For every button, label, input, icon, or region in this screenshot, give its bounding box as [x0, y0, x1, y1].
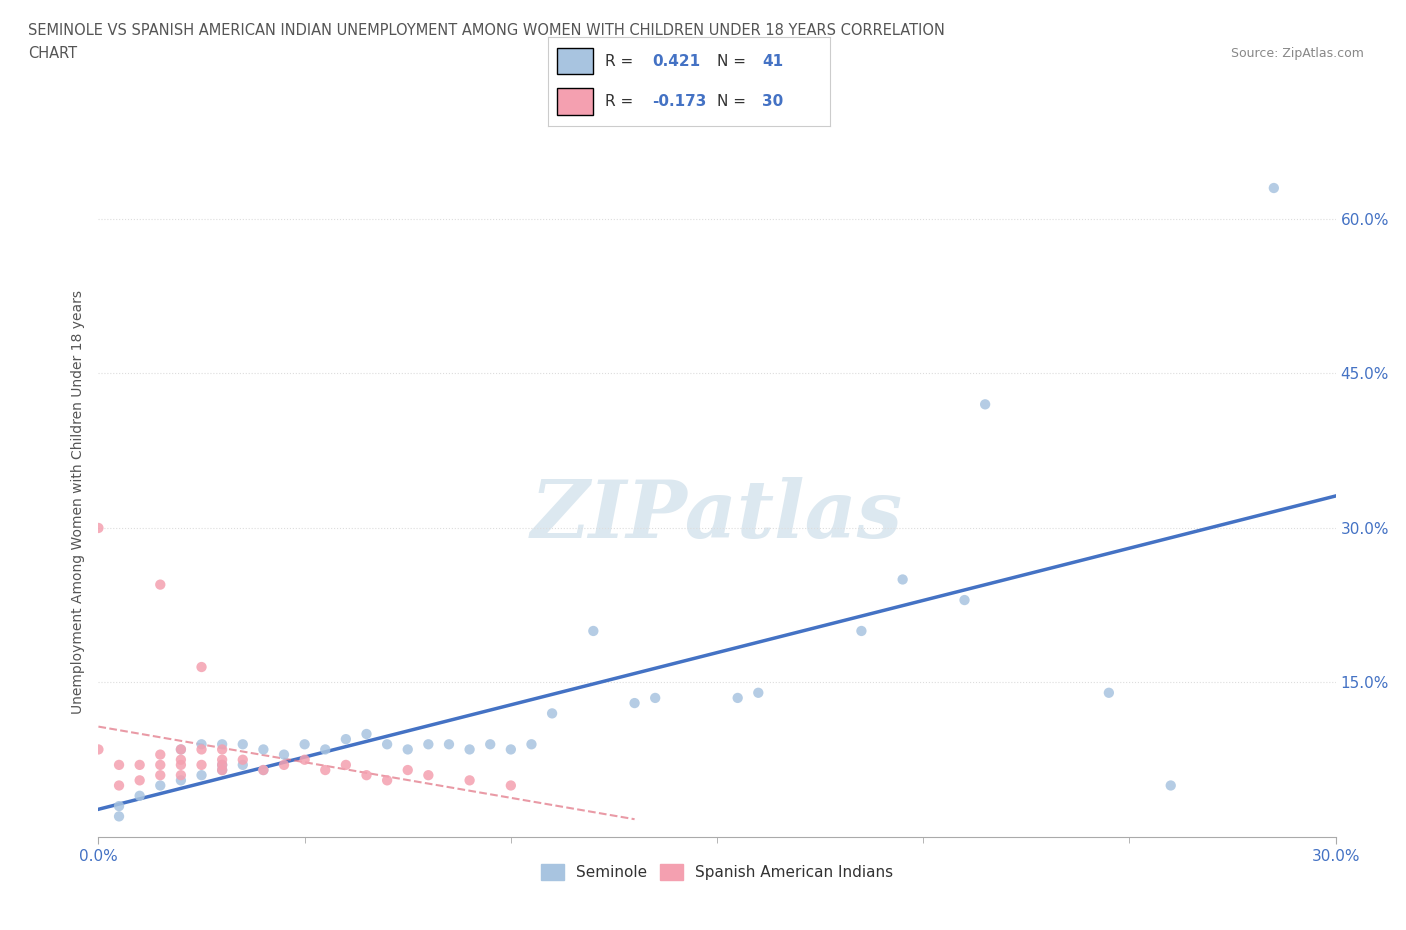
Point [149, 578, 172, 592]
Point [252, 742, 274, 757]
Point [356, 768, 378, 783]
Point [211, 752, 233, 767]
Text: 41: 41 [762, 54, 783, 69]
Point [170, 768, 193, 783]
Text: N =: N = [717, 94, 747, 109]
Point [335, 732, 357, 747]
Point [170, 742, 193, 757]
Point [232, 757, 254, 772]
Point [582, 623, 605, 638]
Text: 30: 30 [762, 94, 783, 109]
Point [375, 773, 398, 788]
Point [252, 763, 274, 777]
Point [252, 763, 274, 777]
Point [294, 737, 316, 751]
Point [891, 572, 914, 587]
Legend: Seminole, Spanish American Indians: Seminole, Spanish American Indians [536, 858, 898, 886]
Point [149, 768, 172, 783]
Point [396, 763, 419, 777]
Point [1098, 685, 1121, 700]
Point [211, 737, 233, 751]
Point [953, 592, 976, 607]
Point [541, 706, 564, 721]
Point [499, 778, 522, 793]
Point [170, 757, 193, 772]
Point [211, 742, 233, 757]
Point [458, 773, 481, 788]
Point [149, 757, 172, 772]
Point [375, 737, 398, 751]
Point [499, 742, 522, 757]
Point [727, 690, 749, 705]
Text: N =: N = [717, 54, 747, 69]
Point [418, 737, 440, 751]
Point [273, 747, 295, 762]
Point [87, 742, 110, 757]
Text: ZIPatlas: ZIPatlas [531, 477, 903, 554]
Point [190, 768, 212, 783]
Point [190, 659, 212, 674]
Point [108, 799, 131, 814]
Point [149, 778, 172, 793]
Point [87, 521, 110, 536]
Text: Source: ZipAtlas.com: Source: ZipAtlas.com [1230, 46, 1364, 60]
Point [974, 397, 997, 412]
Y-axis label: Unemployment Among Women with Children Under 18 years: Unemployment Among Women with Children U… [70, 290, 84, 714]
Point [170, 752, 193, 767]
Point [437, 737, 460, 751]
Text: CHART: CHART [28, 46, 77, 61]
Point [211, 763, 233, 777]
Point [418, 768, 440, 783]
Point [1160, 778, 1182, 793]
Point [128, 773, 150, 788]
Point [520, 737, 543, 751]
Point [747, 685, 769, 700]
Point [314, 742, 336, 757]
Text: -0.173: -0.173 [652, 94, 707, 109]
Point [108, 757, 131, 772]
Point [335, 757, 357, 772]
Point [294, 752, 316, 767]
Point [623, 696, 645, 711]
Point [851, 623, 873, 638]
Point [108, 778, 131, 793]
Point [232, 752, 254, 767]
Text: R =: R = [605, 54, 633, 69]
Point [149, 747, 172, 762]
FancyBboxPatch shape [557, 47, 593, 74]
Point [170, 742, 193, 757]
Point [190, 742, 212, 757]
Point [458, 742, 481, 757]
Point [644, 690, 666, 705]
Text: 0.421: 0.421 [652, 54, 700, 69]
Point [356, 726, 378, 741]
Point [211, 757, 233, 772]
Point [128, 757, 150, 772]
Point [190, 737, 212, 751]
Point [170, 773, 193, 788]
Point [232, 737, 254, 751]
Point [479, 737, 502, 751]
Point [211, 763, 233, 777]
Point [1263, 180, 1285, 195]
Point [314, 763, 336, 777]
Point [211, 757, 233, 772]
Point [108, 809, 131, 824]
Point [273, 757, 295, 772]
Point [396, 742, 419, 757]
Text: SEMINOLE VS SPANISH AMERICAN INDIAN UNEMPLOYMENT AMONG WOMEN WITH CHILDREN UNDER: SEMINOLE VS SPANISH AMERICAN INDIAN UNEM… [28, 23, 945, 38]
FancyBboxPatch shape [557, 88, 593, 115]
Point [190, 757, 212, 772]
Text: R =: R = [605, 94, 633, 109]
Point [128, 789, 150, 804]
